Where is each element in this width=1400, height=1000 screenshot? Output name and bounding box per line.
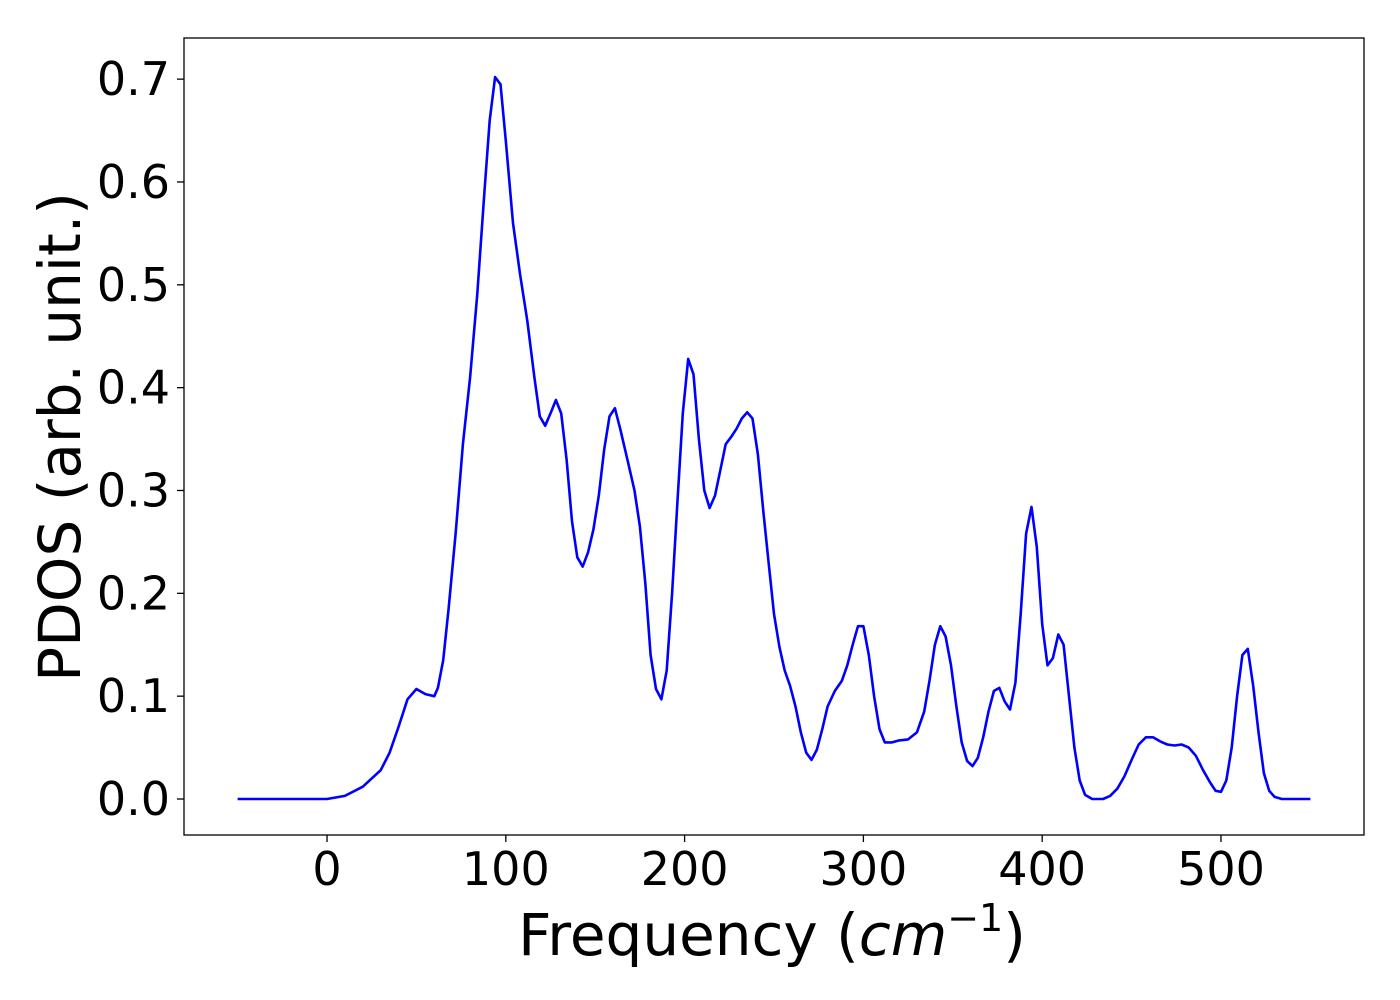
y-tick-label: 0.6 [97, 155, 170, 209]
y-tick-label: 0.1 [97, 669, 170, 723]
y-tick-label: 0.5 [97, 258, 170, 312]
x-tick-label: 300 [819, 842, 907, 896]
axes-frame [183, 37, 1365, 836]
x-axis-title: Frequency (cm−1) [518, 896, 1026, 969]
x-tick-label: 400 [998, 842, 1086, 896]
x-tick-label: 0 [312, 842, 341, 896]
y-axis-ticks: 0.0 0.1 0.2 0.3 0.4 0.5 0.6 0.7 [97, 52, 184, 826]
y-tick-label: 0.3 [97, 463, 170, 517]
plot-area [237, 75, 1311, 801]
x-axis-ticks: 0 100 200 300 400 500 [312, 835, 1265, 896]
x-tick-label: 200 [641, 842, 729, 896]
y-tick-label: 0.4 [97, 361, 170, 415]
x-tick-label: 500 [1177, 842, 1265, 896]
y-tick-label: 0.2 [97, 566, 170, 620]
y-axis-title: PDOS (arb. unit.) [26, 192, 94, 682]
y-tick-label: 0.7 [97, 52, 170, 106]
y-tick-label: 0.0 [97, 772, 170, 826]
pdos-series-line [237, 75, 1311, 801]
x-tick-label: 100 [462, 842, 550, 896]
